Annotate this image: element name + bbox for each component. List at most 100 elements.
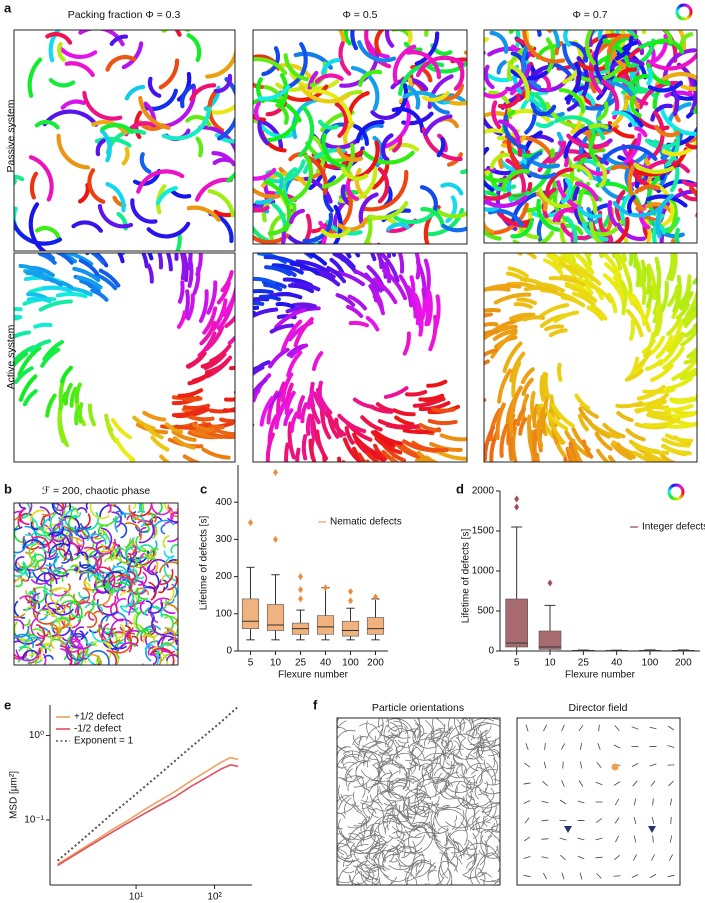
filament [606, 33, 633, 55]
filament [656, 465, 680, 477]
filament [414, 787, 432, 800]
filament [607, 292, 618, 314]
filament [457, 376, 475, 391]
flier [514, 503, 520, 511]
filament [676, 290, 690, 308]
flier [273, 468, 278, 476]
filament [14, 654, 28, 660]
snapshot [337, 718, 510, 885]
filament [368, 465, 391, 487]
filament [453, 855, 462, 865]
filament [288, 151, 308, 162]
filament [480, 829, 500, 834]
color-wheel [677, 4, 682, 9]
filament [124, 629, 140, 644]
filament [398, 274, 414, 308]
filament [505, 158, 526, 195]
director [668, 780, 674, 787]
filament [138, 95, 171, 130]
filament [157, 635, 178, 646]
filament [55, 292, 88, 299]
filament [464, 399, 477, 413]
filament [374, 30, 386, 55]
filament [117, 253, 125, 264]
filament [98, 621, 121, 644]
filament [453, 740, 460, 748]
box [316, 615, 335, 635]
filament [487, 828, 493, 838]
filament [439, 433, 467, 442]
filament [631, 487, 659, 507]
filament [14, 537, 27, 554]
color-wheel [687, 5, 692, 10]
panel-label: c [200, 481, 207, 496]
filament [67, 669, 83, 674]
filament [596, 448, 611, 462]
filament [371, 799, 384, 822]
filament [484, 283, 522, 292]
filament [655, 334, 674, 359]
filament [42, 253, 56, 261]
color-wheel [686, 15, 691, 20]
filament [337, 855, 356, 862]
filament [350, 833, 375, 841]
filament [59, 365, 73, 384]
filament [165, 253, 173, 272]
filament [96, 566, 116, 591]
filament [399, 797, 410, 812]
filament [505, 742, 510, 760]
filament [463, 871, 487, 879]
filament [410, 863, 420, 876]
filament [675, 302, 690, 320]
filament [253, 97, 302, 123]
filament [58, 619, 73, 630]
filament [137, 503, 143, 513]
filament [343, 30, 352, 46]
filament [445, 817, 478, 829]
filament [87, 168, 106, 204]
filament [131, 503, 145, 520]
filament [491, 853, 500, 885]
filament [588, 133, 599, 163]
filament [90, 555, 99, 575]
filament [543, 372, 551, 399]
filament [53, 503, 59, 511]
director [561, 724, 565, 732]
filament [670, 396, 696, 404]
filament [558, 87, 586, 114]
filament [691, 304, 697, 312]
filament [182, 403, 211, 410]
filament [69, 386, 78, 408]
filament [74, 534, 85, 556]
filament [128, 570, 136, 581]
filament [22, 649, 39, 661]
filament [447, 373, 469, 399]
filament [101, 543, 115, 553]
filament [416, 450, 438, 462]
filament [200, 355, 221, 369]
filament [70, 630, 92, 650]
filament [455, 780, 461, 798]
filament [27, 57, 43, 98]
filament [103, 556, 123, 564]
filament [359, 750, 378, 755]
filament [521, 377, 534, 397]
filament [683, 298, 697, 329]
filament [414, 831, 437, 838]
filament [176, 310, 187, 329]
director [596, 873, 602, 879]
filament [78, 258, 100, 276]
filament [133, 503, 137, 509]
filament [185, 114, 212, 128]
filament [396, 844, 400, 856]
filament [611, 110, 637, 127]
filament [368, 866, 382, 871]
series-line [57, 764, 239, 867]
filament [428, 882, 430, 885]
snapshot-frame [13, 502, 179, 666]
x-tick-label: 200 [367, 658, 384, 669]
filament [90, 640, 112, 660]
filament [374, 291, 384, 311]
filament [551, 30, 561, 49]
filament [646, 263, 657, 301]
